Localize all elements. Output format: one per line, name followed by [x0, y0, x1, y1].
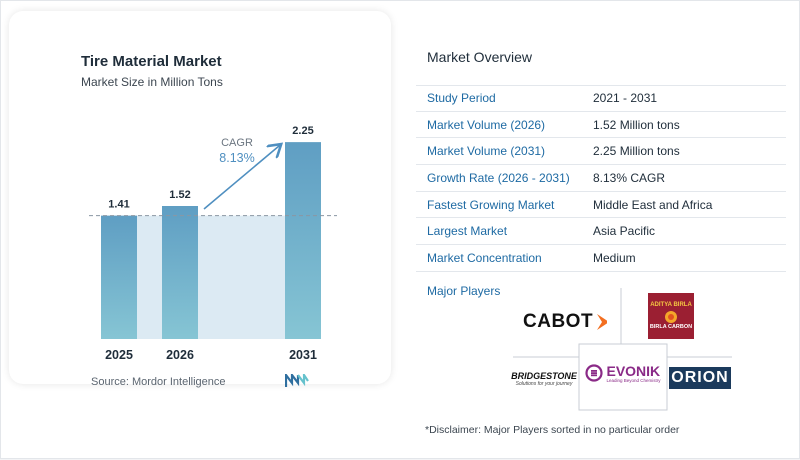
overview-row: Fastest Growing Market Middle East and A… — [416, 192, 786, 219]
evonik-tagline: Leading Beyond Chemistry — [606, 377, 661, 383]
birla-carbon-wordmark: BIRLA CARBON — [649, 324, 693, 330]
row-value: Medium — [593, 250, 636, 265]
cagr-label: CAGR — [221, 137, 253, 149]
evonik-text: EVONIK Leading Beyond Chemistry — [606, 364, 660, 383]
evonik-wordmark: EVONIK — [606, 362, 661, 379]
chart-title: Tire Material Market — [81, 53, 222, 70]
cabot-flame-icon — [597, 314, 607, 330]
major-players-title: Major Players — [427, 284, 501, 298]
row-label: Study Period — [427, 91, 496, 106]
bar-2026 — [162, 206, 198, 339]
evonik-emblem-icon — [585, 364, 604, 382]
row-label: Market Concentration — [427, 250, 542, 265]
evonik-logo: EVONIK Leading Beyond Chemistry — [581, 357, 665, 389]
row-value: 1.52 Million tons — [593, 117, 680, 132]
overview-table: Study Period 2021 - 2031 Market Volume (… — [416, 85, 786, 272]
row-label: Market Volume (2031) — [427, 144, 546, 159]
overview-row: Growth Rate (2026 - 2031) 8.13% CAGR — [416, 165, 786, 192]
row-value: 8.13% CAGR — [593, 170, 666, 185]
bar-2025 — [101, 215, 137, 339]
row-value: Middle East and Africa — [593, 197, 713, 212]
row-value: Asia Pacific — [593, 224, 656, 239]
overview-title: Market Overview — [427, 49, 533, 65]
chart-card: 1.41 2025 1.52 2026 2.25 2031 CAGR 8.13% Tire M… — [9, 11, 391, 388]
x-tick-label: 2026 — [166, 348, 194, 362]
bar-chart: 1.41 2025 1.52 2026 2.25 2031 CAGR 8.13% — [89, 125, 337, 362]
bridgestone-tagline: Solutions for your journey — [515, 381, 573, 387]
x-tick-label: 2031 — [289, 348, 317, 362]
row-value: 2.25 Million tons — [593, 144, 680, 159]
cagr-value: 8.13% — [219, 151, 254, 165]
overview-row: Market Volume (2031) 2.25 Million tons — [416, 138, 786, 166]
x-tick-label: 2025 — [105, 348, 133, 362]
row-label: Market Volume (2026) — [427, 117, 546, 132]
reference-band — [137, 215, 285, 339]
bridgestone-logo: BRIDGESTONE Solutions for your journey — [511, 365, 577, 393]
orion-wordmark: ORION — [671, 369, 729, 386]
disclaimer: *Disclaimer: Major Players sorted in no … — [425, 424, 680, 436]
overview-row: Study Period 2021 - 2031 — [416, 85, 786, 112]
source-note: Source: Mordor Intelligence — [91, 376, 226, 388]
overview-row: Largest Market Asia Pacific — [416, 218, 786, 246]
overview-row: Market Concentration Medium — [416, 245, 786, 272]
chart-subtitle: Market Size in Million Tons — [81, 75, 223, 89]
row-value: 2021 - 2031 — [593, 91, 658, 106]
row-label: Fastest Growing Market — [427, 197, 555, 212]
sun-emblem-icon — [665, 311, 677, 323]
bar-2031 — [285, 142, 321, 339]
aditya-birla-logo: ADITYA BIRLA BIRLA CARBON — [648, 293, 694, 339]
data-label: 1.41 — [108, 199, 129, 211]
mordor-intelligence-logo-icon — [285, 374, 309, 387]
cabot-wordmark: CABOT — [523, 311, 594, 332]
data-label: 1.52 — [169, 189, 190, 201]
data-label: 2.25 — [292, 125, 313, 137]
bridgestone-wordmark: BRIDGESTONE — [511, 371, 577, 381]
orion-logo: ORION — [669, 367, 731, 389]
aditya-birla-wordmark: ADITYA BIRLA — [650, 302, 692, 308]
row-label: Largest Market — [427, 224, 508, 239]
cabot-logo: CABOT — [523, 305, 607, 339]
overview-row: Market Volume (2026) 1.52 Million tons — [416, 112, 786, 139]
cagr-arrow — [203, 145, 280, 210]
row-label: Growth Rate (2026 - 2031) — [427, 170, 570, 185]
